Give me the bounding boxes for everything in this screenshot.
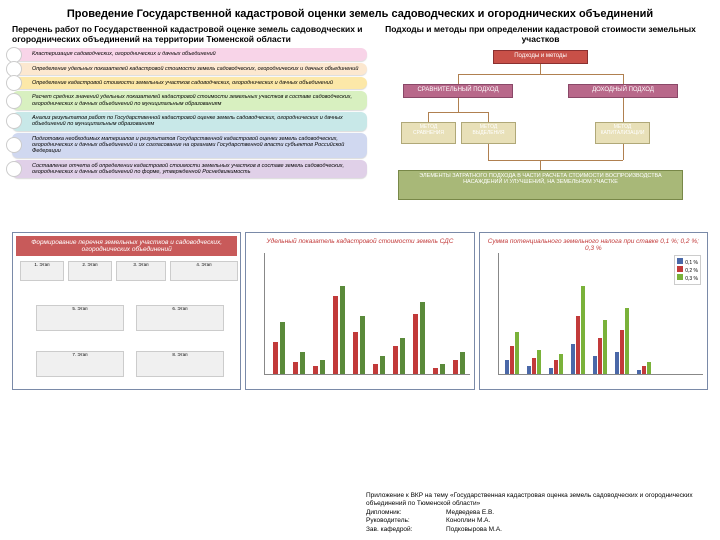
bar xyxy=(453,360,458,374)
step-item: Подготовка необходимых материалов и резу… xyxy=(12,133,367,158)
panel-3: Сумма потенциального земельного налога п… xyxy=(479,232,708,390)
mini-box: 7. Этап xyxy=(36,351,124,377)
mini-box: 3. Этап xyxy=(116,261,166,281)
left-column: Перечень работ по Государственной кадаст… xyxy=(12,24,367,228)
panel3-title: Сумма потенциального земельного налога п… xyxy=(483,236,704,254)
bar xyxy=(505,360,509,374)
bar xyxy=(380,356,385,374)
mini-box: 1. Этап xyxy=(20,261,64,281)
bar xyxy=(537,350,541,374)
bar xyxy=(527,366,531,374)
bar xyxy=(360,316,365,374)
bar xyxy=(603,320,607,374)
bar xyxy=(647,362,651,374)
mini-box: 2. Этап xyxy=(68,261,112,281)
panel1-body: 1. Этап2. Этап3. Этап4. Этап 5. Этап 6. Эт… xyxy=(16,259,237,385)
flow-box: ЭЛЕМЕНТЫ ЗАТРАТНОГО ПОДХОДА В ЧАСТИ РАСЧ… xyxy=(398,170,683,200)
footer-row: Зав. кафедрой:Подковырова М.А. xyxy=(366,526,706,534)
mini-box: 4. Этап xyxy=(170,261,238,281)
bar xyxy=(340,286,345,374)
step-item: Определение кадастровой стоимости земель… xyxy=(12,77,367,89)
flow-box: СРАВНИТЕЛЬНЫЙ ПОДХОД xyxy=(403,84,513,98)
bar xyxy=(280,322,285,374)
bar xyxy=(571,344,575,374)
mini-box: 6. Этап xyxy=(136,305,224,331)
bar xyxy=(460,352,465,374)
steps-list: Кластеризация садоводческих, огородничес… xyxy=(12,48,367,178)
bar xyxy=(637,370,641,374)
bar xyxy=(400,338,405,374)
flow-box: ДОХОДНЫЙ ПОДХОД xyxy=(568,84,678,98)
legend: 0,1 %0,2 %0,3 % xyxy=(674,255,701,285)
bar xyxy=(440,364,445,374)
bar xyxy=(273,342,278,374)
right-column: Подходы и методы при определении кадастр… xyxy=(373,24,708,228)
bar xyxy=(300,352,305,374)
chart-3: 0,1 %0,2 %0,3 % xyxy=(498,253,703,375)
chart-2 xyxy=(264,253,469,375)
bar xyxy=(293,362,298,374)
bar xyxy=(333,296,338,374)
bar xyxy=(420,302,425,374)
footer-row: Дипломник:Медведева Е.В. xyxy=(366,509,706,517)
bar xyxy=(515,332,519,374)
main-title: Проведение Государственной кадастровой о… xyxy=(0,0,720,24)
bar xyxy=(549,368,553,374)
bar xyxy=(373,364,378,374)
left-subtitle: Перечень работ по Государственной кадаст… xyxy=(12,24,367,44)
bar xyxy=(413,314,418,374)
bar xyxy=(320,360,325,374)
bar xyxy=(576,316,580,374)
bar xyxy=(433,368,438,374)
flow-box: МЕТОД КАПИТАЛИЗАЦИИ xyxy=(595,122,650,144)
bar xyxy=(510,346,514,374)
bar xyxy=(615,352,619,374)
mini-box: 8. Этап xyxy=(136,351,224,377)
step-item: Кластеризация садоводческих, огородничес… xyxy=(12,48,367,60)
flow-box: МЕТОД ВЫДЕЛЕНИЯ xyxy=(461,122,516,144)
bar xyxy=(353,332,358,374)
flow-box: МЕТОД СРАВНЕНИЯ xyxy=(401,122,456,144)
bar xyxy=(598,338,602,374)
panel-1: Формирование перечня земельных участков … xyxy=(12,232,241,390)
bar xyxy=(620,330,624,374)
mini-box: 5. Этап xyxy=(36,305,124,331)
footer-row: Руководитель:Коноплин М.А. xyxy=(366,517,706,525)
step-item: Анализ результатов работ по Государствен… xyxy=(12,112,367,131)
bar xyxy=(532,358,536,374)
footer-line1: Приложение к ВКР на тему «Государственна… xyxy=(366,492,706,509)
bar xyxy=(642,366,646,374)
panel1-title: Формирование перечня земельных участков … xyxy=(16,236,237,256)
step-item: Расчет средних значений удельных показат… xyxy=(12,91,367,110)
panel-2: Удельный показатель кадастровой стоимост… xyxy=(245,232,474,390)
bar xyxy=(593,356,597,374)
step-item: Составление отчета об определении кадаст… xyxy=(12,160,367,179)
flowchart: Подходы и методы СРАВНИТЕЛЬНЫЙ ПОДХОД ДОХО… xyxy=(373,48,708,228)
bar xyxy=(313,366,318,374)
right-subtitle: Подходы и методы при определении кадастр… xyxy=(373,24,708,44)
bar xyxy=(559,354,563,374)
bar xyxy=(554,360,558,374)
footer: Приложение к ВКР на тему «Государственна… xyxy=(366,492,706,534)
step-item: Определение удельных показателей кадастр… xyxy=(12,63,367,75)
bar xyxy=(581,286,585,374)
bar xyxy=(625,308,629,374)
bar xyxy=(393,346,398,374)
flow-box: Подходы и методы xyxy=(493,50,588,64)
panel2-title: Удельный показатель кадастровой стоимост… xyxy=(249,236,470,247)
